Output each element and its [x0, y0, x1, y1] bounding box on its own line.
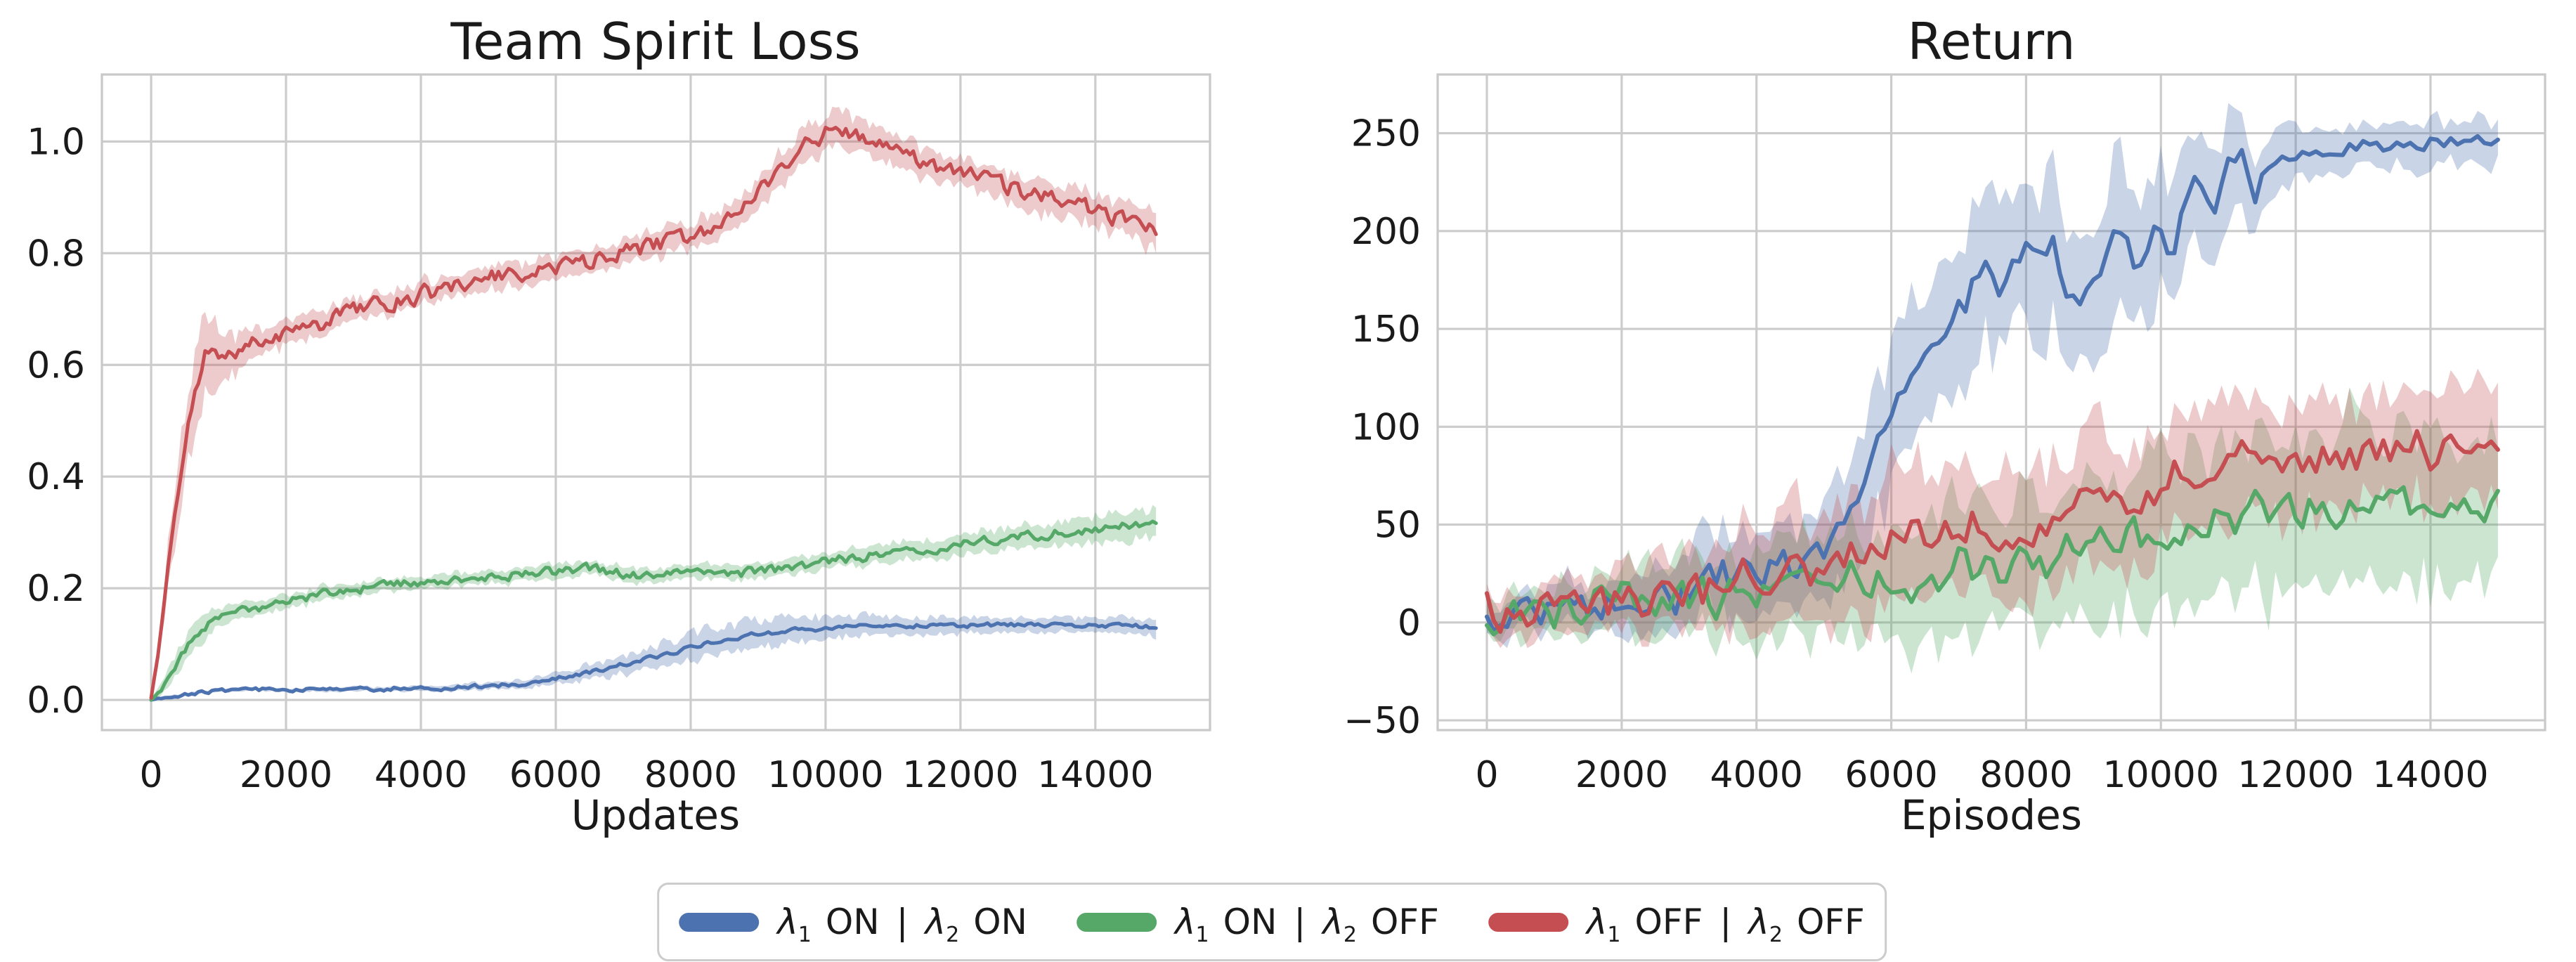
bands [151, 106, 1157, 701]
series-band-2 [151, 106, 1157, 701]
legend-item-lambda1-on-lambda2-on: λ1 ON | λ2 ON [679, 902, 1027, 947]
x-tick-label: 12000 [902, 754, 1018, 796]
x-tick-label: 8000 [644, 754, 737, 796]
y-tick-label: 250 [1351, 113, 1421, 155]
legend-item-lambda1-off-lambda2-off: λ1 OFF | λ2 OFF [1488, 902, 1865, 947]
x-tick-label: 14000 [1037, 754, 1153, 796]
series-band-1 [1487, 387, 2498, 674]
x-tick-label: 14000 [2372, 754, 2488, 796]
y-tick-label: 200 [1351, 211, 1421, 253]
lines [1485, 134, 2500, 637]
series-line-1 [149, 519, 1158, 702]
x-tick-label: 2000 [1575, 754, 1668, 796]
y-tick-label: 0.2 [27, 568, 85, 610]
plot-area [1485, 103, 2500, 674]
legend-label: λ1 OFF | λ2 OFF [1586, 902, 1865, 947]
y-tick-label: 0.0 [27, 680, 85, 722]
bands [1487, 103, 2498, 674]
series-line-2 [149, 125, 1158, 700]
grid [102, 74, 1210, 730]
x-tick-label: 4000 [375, 754, 467, 796]
chart-team-spirit-loss: 0 2000 4000 6000 8000 10000 12000 14000 0.0 0.2 0.… [27, 73, 1211, 796]
legend-swatch-blue [679, 912, 760, 932]
y-tick-label: 100 [1351, 406, 1421, 448]
tick-labels: 0 2000 4000 6000 8000 10000 12000 14000 0.0 0.2 0.… [27, 121, 1153, 796]
x-tick-label: 4000 [1710, 754, 1803, 796]
x-tick-label: 0 [1475, 754, 1498, 796]
y-tick-label: 0.4 [27, 456, 85, 498]
y-tick-label: 0.8 [27, 233, 85, 275]
x-axis-label-left: Updates [571, 791, 740, 839]
y-tick-label: 0 [1398, 602, 1421, 644]
x-tick-label: 10000 [767, 754, 883, 796]
lines [149, 125, 1158, 702]
series-band-0 [1487, 103, 2498, 649]
chart-return: 0 2000 4000 6000 8000 10000 12000 14000 −50 0 50 10… [1344, 73, 2546, 796]
x-tick-label: 6000 [509, 754, 602, 796]
y-tick-label: 1.0 [27, 121, 85, 163]
x-tick-label: 12000 [2237, 754, 2353, 796]
y-tick-label: −50 [1344, 700, 1421, 742]
x-tick-label: 8000 [1979, 754, 2072, 796]
grid [1438, 74, 2545, 730]
chart-title-right: Return [1908, 12, 2076, 71]
x-tick-label: 6000 [1845, 754, 1937, 796]
series-line-0 [149, 621, 1158, 702]
x-axis-label-right: Episodes [1901, 791, 2082, 839]
series-band-2 [1487, 368, 2498, 649]
axes-spines [1436, 73, 2546, 732]
series-line-2 [1485, 429, 2500, 635]
y-tick-label: 50 [1374, 505, 1421, 547]
x-tick-label: 10000 [2103, 754, 2219, 796]
tick-labels: 0 2000 4000 6000 8000 10000 12000 14000 −50 0 50 10… [1344, 113, 2488, 796]
legend-swatch-red [1488, 912, 1568, 932]
series-line-1 [1485, 485, 2500, 637]
chart-title-left: Team Spirit Loss [450, 12, 860, 71]
legend-label: λ1 ON | λ2 ON [777, 902, 1027, 947]
legend: λ1 ON | λ2 ON λ1 ON | λ2 OFF λ1 OFF | λ2 OFF [657, 883, 1887, 961]
x-tick-label: 0 [140, 754, 163, 796]
legend-label: λ1 ON | λ2 OFF [1174, 902, 1439, 947]
x-tick-label: 2000 [240, 754, 332, 796]
y-tick-label: 150 [1351, 308, 1421, 351]
series-band-1 [151, 505, 1157, 701]
axes-spines [100, 73, 1211, 732]
legend-item-lambda1-on-lambda2-off: λ1 ON | λ2 OFF [1076, 902, 1439, 947]
legend-swatch-green [1076, 912, 1157, 932]
y-tick-label: 0.6 [27, 344, 85, 386]
plot-area [149, 106, 1158, 702]
